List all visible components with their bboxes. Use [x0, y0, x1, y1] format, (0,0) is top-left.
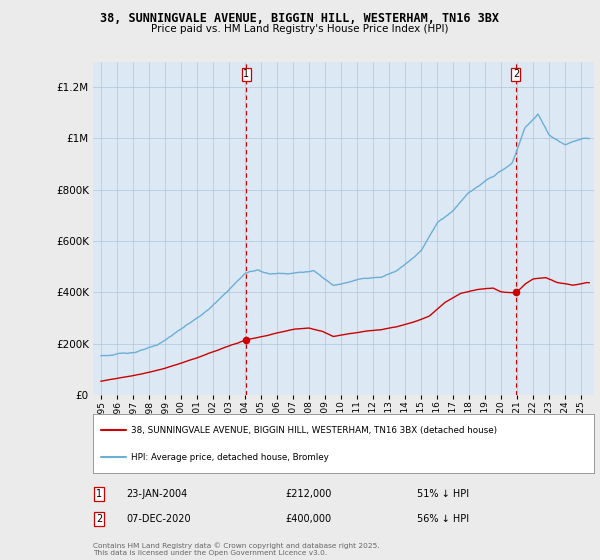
Text: 38, SUNNINGVALE AVENUE, BIGGIN HILL, WESTERHAM, TN16 3BX: 38, SUNNINGVALE AVENUE, BIGGIN HILL, WES… — [101, 12, 499, 25]
Point — [241, 336, 251, 345]
Text: Contains HM Land Registry data © Crown copyright and database right 2025.
This d: Contains HM Land Registry data © Crown c… — [93, 542, 380, 556]
Point — [511, 288, 521, 297]
Text: 1: 1 — [96, 489, 102, 499]
Text: 38, SUNNINGVALE AVENUE, BIGGIN HILL, WESTERHAM, TN16 3BX (detached house): 38, SUNNINGVALE AVENUE, BIGGIN HILL, WES… — [131, 426, 497, 435]
Text: HPI: Average price, detached house, Bromley: HPI: Average price, detached house, Brom… — [131, 453, 328, 462]
Text: 51% ↓ HPI: 51% ↓ HPI — [417, 489, 469, 499]
Text: Price paid vs. HM Land Registry's House Price Index (HPI): Price paid vs. HM Land Registry's House … — [151, 24, 449, 34]
Text: 1: 1 — [243, 69, 249, 80]
Text: £212,000: £212,000 — [285, 489, 331, 499]
Text: 23-JAN-2004: 23-JAN-2004 — [126, 489, 187, 499]
Text: 56% ↓ HPI: 56% ↓ HPI — [417, 514, 469, 524]
Text: 07-DEC-2020: 07-DEC-2020 — [126, 514, 191, 524]
Text: £400,000: £400,000 — [285, 514, 331, 524]
Text: 2: 2 — [513, 69, 519, 80]
Text: 2: 2 — [96, 514, 102, 524]
